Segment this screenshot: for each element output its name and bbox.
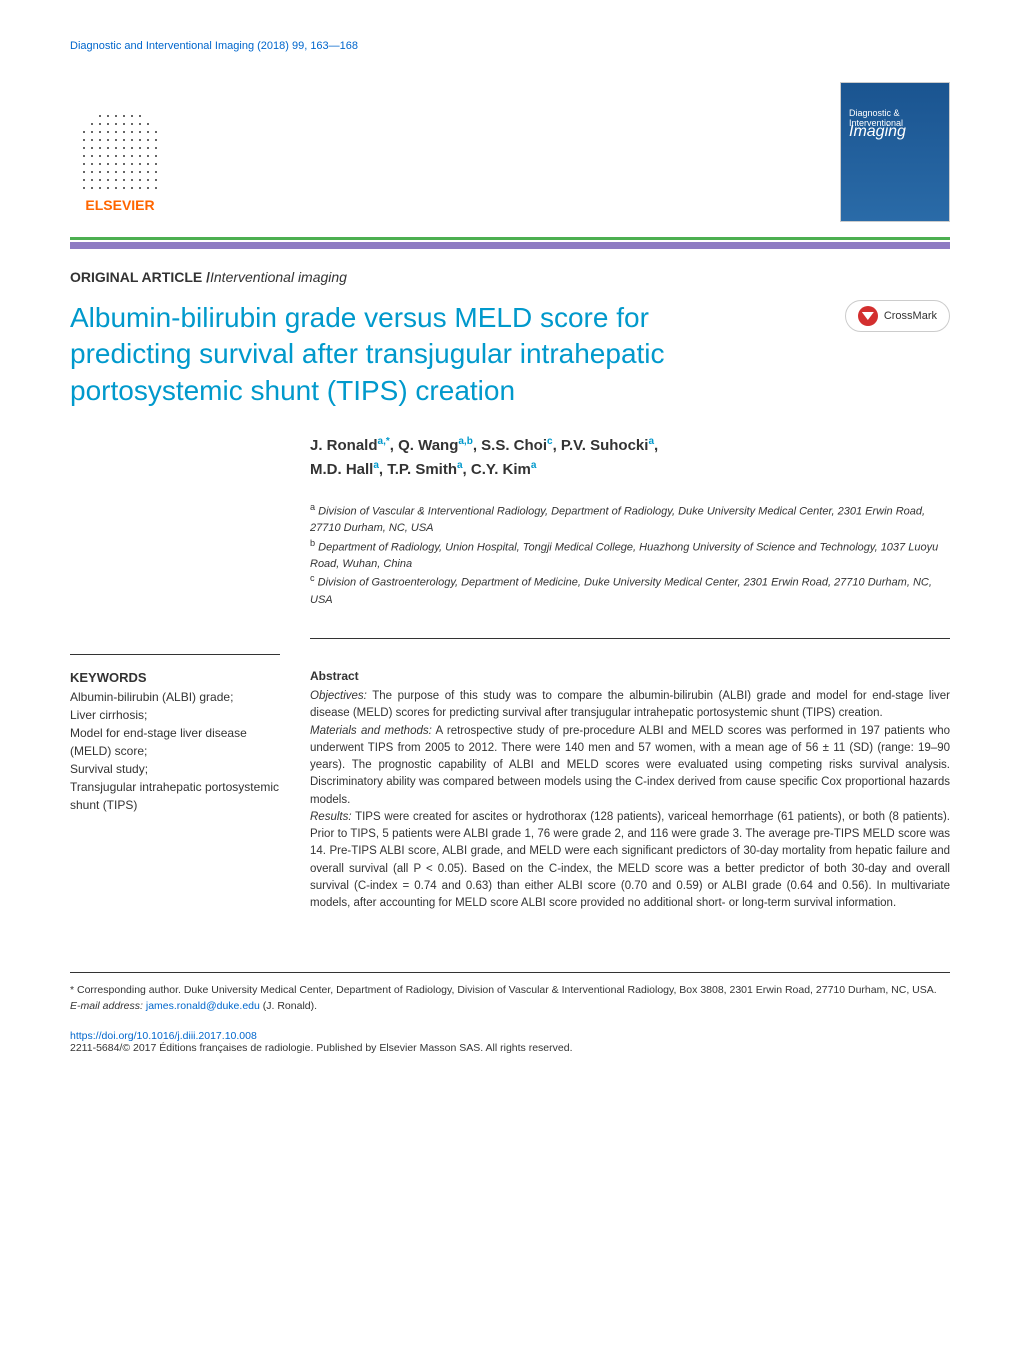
article-type-prefix: ORIGINAL ARTICLE / — [70, 269, 210, 285]
author-affil-marker: a — [531, 460, 537, 471]
doi-link[interactable]: https://doi.org/10.1016/j.diii.2017.10.0… — [70, 1030, 950, 1042]
author: , P.V. Suhocki — [553, 437, 649, 454]
results-label: Results: — [310, 811, 352, 823]
affiliation-a: Division of Vascular & Interventional Ra… — [310, 506, 925, 535]
abstract-body: Objectives: The purpose of this study wa… — [310, 688, 950, 912]
author-affil-marker: a,b — [458, 436, 472, 447]
affiliation-b: Department of Radiology, Union Hospital,… — [310, 541, 938, 570]
author: , T.P. Smith — [379, 461, 457, 478]
crossmark-badge[interactable]: CrossMark — [845, 300, 950, 332]
author: M.D. Hall — [310, 461, 373, 478]
author: , S.S. Choi — [473, 437, 547, 454]
elsevier-tree-icon — [80, 112, 160, 192]
divider-green — [70, 237, 950, 240]
affiliations: a Division of Vascular & Interventional … — [310, 501, 950, 608]
crossmark-icon — [858, 306, 878, 326]
author: , Q. Wang — [390, 437, 459, 454]
abstract-heading: Abstract — [310, 669, 950, 683]
email-line: E-mail address: james.ronald@duke.edu (J… — [70, 999, 950, 1015]
article-type: ORIGINAL ARTICLE /Interventional imaging — [70, 269, 950, 285]
publisher-logo: ELSEVIER — [70, 112, 170, 222]
journal-cover-thumbnail: Diagnostic & Interventional Imaging — [840, 82, 950, 222]
email-link[interactable]: james.ronald@duke.edu — [146, 1000, 260, 1012]
results-text: TIPS were created for ascites or hydroth… — [310, 811, 950, 909]
crossmark-label: CrossMark — [884, 310, 937, 322]
article-section: Interventional imaging — [210, 269, 347, 285]
keywords-list: Albumin-bilirubin (ALBI) grade; Liver ci… — [70, 688, 280, 814]
title-row: Albumin-bilirubin grade versus MELD scor… — [70, 300, 950, 409]
objectives-text: The purpose of this study was to compare… — [310, 690, 950, 719]
copyright: 2211-5684/© 2017 Éditions françaises de … — [70, 1042, 950, 1054]
content-columns: KEYWORDS Albumin-bilirubin (ALBI) grade;… — [70, 639, 950, 912]
keywords-column: KEYWORDS Albumin-bilirubin (ALBI) grade;… — [70, 639, 280, 912]
divider-purple — [70, 242, 950, 249]
author-affil-marker: a,* — [378, 436, 390, 447]
journal-reference: Diagnostic and Interventional Imaging (2… — [70, 40, 950, 52]
article-title: Albumin-bilirubin grade versus MELD scor… — [70, 300, 670, 409]
methods-label: Materials and methods: — [310, 725, 432, 737]
affiliation-c: Division of Gastroenterology, Department… — [310, 577, 932, 606]
author: , C.Y. Kim — [463, 461, 531, 478]
keywords-heading: KEYWORDS — [70, 670, 280, 685]
author: J. Ronald — [310, 437, 378, 454]
objectives-label: Objectives: — [310, 690, 367, 702]
author-sep: , — [654, 437, 658, 454]
email-label: E-mail address: — [70, 1000, 146, 1012]
doi-section: https://doi.org/10.1016/j.diii.2017.10.0… — [70, 1030, 950, 1054]
authors-list: J. Ronalda,*, Q. Wanga,b, S.S. Choic, P.… — [310, 434, 950, 481]
publisher-name: ELSEVIER — [85, 197, 154, 213]
header-logos: ELSEVIER Diagnostic & Interventional Ima… — [70, 82, 950, 222]
cover-main-title: Imaging — [849, 123, 906, 141]
corresponding-author: * Corresponding author. Duke University … — [70, 983, 950, 999]
email-suffix: (J. Ronald). — [260, 1000, 317, 1012]
abstract-column: Abstract Objectives: The purpose of this… — [310, 654, 950, 912]
footer: * Corresponding author. Duke University … — [70, 972, 950, 1015]
